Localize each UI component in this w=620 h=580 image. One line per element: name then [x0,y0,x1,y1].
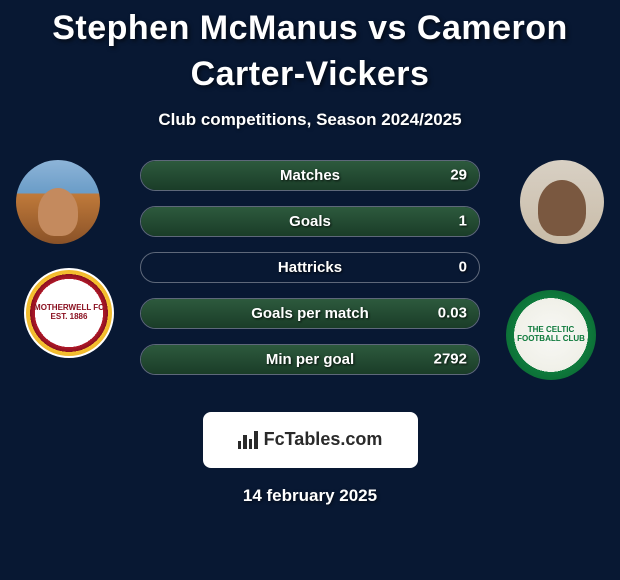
player-right-avatar [520,160,604,244]
stat-value-right: 29 [450,167,467,184]
stat-label: Min per goal [266,351,354,368]
stat-row-mpg: Min per goal 2792 [140,344,480,375]
bars-icon [238,431,258,449]
subtitle: Club competitions, Season 2024/2025 [0,110,620,130]
content-area: MOTHERWELL FC EST. 1886 THE CELTIC FOOTB… [0,160,620,400]
avatar-placeholder [16,160,100,244]
stat-label: Hattricks [278,259,342,276]
club-left-crest: MOTHERWELL FC EST. 1886 [24,268,114,358]
stat-row-gpm: Goals per match 0.03 [140,298,480,329]
stat-label: Matches [280,167,340,184]
stat-row-matches: Matches 29 [140,160,480,191]
head-shape [38,188,78,236]
page-title: Stephen McManus vs Cameron Carter-Vicker… [0,6,620,98]
stat-label: Goals [289,213,331,230]
crest-left-text: MOTHERWELL FC EST. 1886 [26,304,112,322]
stat-value-right: 2792 [434,351,467,368]
brand-badge[interactable]: FcTables.com [203,412,418,468]
date-text: 14 february 2025 [0,486,620,506]
stat-row-hattricks: Hattricks 0 [140,252,480,283]
head-shape [538,180,586,236]
player-left-avatar [16,160,100,244]
stat-label: Goals per match [251,305,369,322]
stat-value-right: 0 [459,259,467,276]
brand-text: FcTables.com [264,429,383,450]
crest-right-text: THE CELTIC FOOTBALL CLUB [506,326,596,344]
comparison-card: Stephen McManus vs Cameron Carter-Vicker… [0,0,620,506]
stats-list: Matches 29 Goals 1 Hattricks 0 Goals per… [140,160,480,390]
club-right-crest: THE CELTIC FOOTBALL CLUB [506,290,596,380]
avatar-placeholder [520,160,604,244]
stat-row-goals: Goals 1 [140,206,480,237]
stat-value-right: 1 [459,213,467,230]
stat-value-right: 0.03 [438,305,467,322]
